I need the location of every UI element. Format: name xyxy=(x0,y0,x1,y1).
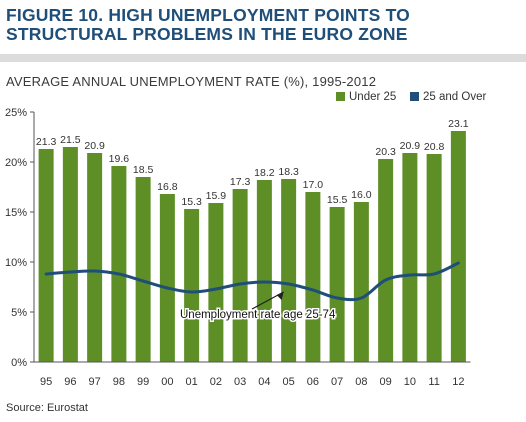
bar-value-label: 20.9 xyxy=(400,140,421,152)
x-tick-label: 99 xyxy=(137,376,149,388)
bar-under-25 xyxy=(256,180,272,362)
x-tick-label: 03 xyxy=(234,376,246,388)
bar-under-25 xyxy=(159,194,175,362)
bar-value-label: 20.3 xyxy=(375,146,396,158)
bar-under-25 xyxy=(426,154,442,362)
x-tick-label: 96 xyxy=(64,376,76,388)
bar-under-25 xyxy=(450,131,466,362)
legend-swatch-under-25 xyxy=(336,92,345,101)
x-tick-label: 11 xyxy=(428,376,439,388)
figure-title: FIGURE 10. HIGH UNEMPLOYMENT POINTS TO S… xyxy=(6,5,410,44)
bar-value-label: 17.0 xyxy=(303,179,324,191)
x-tick-label: 98 xyxy=(113,376,125,388)
bar-value-label: 21.5 xyxy=(60,134,81,146)
x-tick-label: 10 xyxy=(404,376,416,388)
bar-under-25 xyxy=(208,203,224,362)
annotation-label: Unemployment rate age 25-74 xyxy=(180,309,336,321)
bar-under-25 xyxy=(329,207,345,362)
bar-under-25 xyxy=(135,177,151,362)
x-tick-label: 04 xyxy=(258,376,270,388)
bar-value-label: 17.3 xyxy=(230,176,251,188)
bar-under-25 xyxy=(87,153,103,362)
bar-under-25 xyxy=(232,189,248,362)
bar-value-label: 19.6 xyxy=(109,153,130,165)
bar-value-label: 18.5 xyxy=(133,164,154,176)
bar-value-label: 18.3 xyxy=(278,166,299,178)
x-tick-label: 08 xyxy=(355,376,367,388)
bar-under-25 xyxy=(62,147,78,362)
bar-value-label: 15.3 xyxy=(181,196,202,208)
y-tick-label: 0% xyxy=(11,357,27,369)
line-25-and-over xyxy=(44,261,460,302)
bar-value-label: 16.8 xyxy=(157,181,178,193)
legend-label-25-and-over: 25 and Over xyxy=(423,91,486,103)
y-tick-label: 25% xyxy=(5,107,27,119)
legend-swatch-25-and-over xyxy=(410,92,419,101)
x-tick-label: 97 xyxy=(89,376,101,388)
bar-under-25 xyxy=(305,192,321,362)
x-tick-label: 07 xyxy=(331,376,343,388)
bar-under-25 xyxy=(353,202,369,362)
bar-value-label: 20.9 xyxy=(84,140,105,152)
source-note: Source: Eurostat xyxy=(6,402,88,414)
bar-under-25 xyxy=(281,179,297,362)
x-tick-label: 95 xyxy=(40,376,52,388)
x-tick-label: 06 xyxy=(307,376,319,388)
y-tick-label: 5% xyxy=(11,307,27,319)
x-tick-label: 01 xyxy=(186,376,198,388)
bar-under-25 xyxy=(402,153,418,362)
bar-value-label: 16.0 xyxy=(351,189,372,201)
bar-under-25 xyxy=(111,166,127,362)
x-tick-label: 12 xyxy=(452,376,464,388)
bar-value-label: 23.1 xyxy=(448,118,469,130)
bar-value-label: 18.2 xyxy=(254,167,275,179)
legend-label-under-25: Under 25 xyxy=(349,91,396,103)
chart-subtitle: AVERAGE ANNUAL UNEMPLOYMENT RATE (%), 19… xyxy=(6,74,377,89)
bar-value-label: 20.8 xyxy=(424,141,445,153)
bar-value-label: 15.5 xyxy=(327,194,348,206)
x-tick-label: 05 xyxy=(283,376,295,388)
y-tick-label: 20% xyxy=(5,157,27,169)
y-tick-label: 15% xyxy=(5,207,27,219)
x-tick-label: 00 xyxy=(161,376,173,388)
bar-under-25 xyxy=(378,159,394,362)
title-rule xyxy=(0,54,526,62)
unemployment-chart: 0%5%10%15%20%25%21.3 21.5 20.919.618.516.8… xyxy=(5,91,486,388)
bar-under-25 xyxy=(184,209,200,362)
y-tick-label: 10% xyxy=(5,257,27,269)
bar-under-25 xyxy=(38,149,54,362)
bar-value-label: 15.9 xyxy=(206,190,227,202)
x-tick-label: 09 xyxy=(380,376,392,388)
bar-value-label: 21.3 xyxy=(36,136,57,148)
annotation-arrowhead xyxy=(276,292,284,300)
x-tick-label: 02 xyxy=(210,376,222,388)
